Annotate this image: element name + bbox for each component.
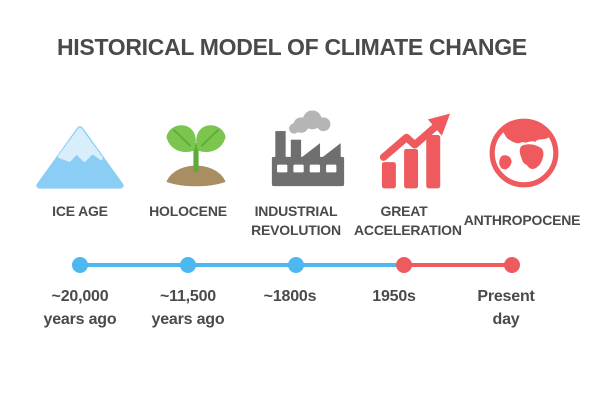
timeline-date-11500-years-ago: ~11,500 years ago xyxy=(151,288,225,329)
timeline-segment-red xyxy=(404,263,512,267)
timeline-date-1950s: 1950s xyxy=(372,288,416,305)
sprout-icon xyxy=(146,105,246,190)
mountain-icon xyxy=(30,105,130,190)
stage-label-ice-age: ICE AGE xyxy=(52,203,108,219)
factory-icon xyxy=(258,105,358,190)
stage-great-acceleration: GREAT ACCELERATION xyxy=(354,105,462,240)
stage-label-holocene: HOLOCENE xyxy=(149,203,227,219)
timeline-dot-present xyxy=(504,257,520,273)
stage-ice-age: ICE AGE xyxy=(30,105,130,221)
stage-anthropocene: ANTHROPOCENE xyxy=(442,105,582,230)
timeline-dot-industrial xyxy=(288,257,304,273)
timeline-dot-holocene xyxy=(180,257,196,273)
stage-industrial-revolution: INDUSTRIAL REVOLUTION xyxy=(246,105,346,240)
growth-chart-icon xyxy=(366,105,466,190)
timeline-dot-ice-age xyxy=(72,257,88,273)
timeline-dot-1950s xyxy=(396,257,412,273)
stage-label-anthropocene: ANTHROPOCENE xyxy=(463,212,581,228)
stage-holocene: HOLOCENE xyxy=(138,105,238,221)
timeline-date-present-day: Present day xyxy=(477,288,535,329)
page-title: HISTORICAL MODEL OF CLIMATE CHANGE xyxy=(57,34,527,60)
globe-icon xyxy=(454,105,594,190)
stage-label-great-acceleration: GREAT ACCELERATION xyxy=(354,203,462,238)
stage-label-industrial-revolution: INDUSTRIAL REVOLUTION xyxy=(251,203,341,238)
timeline-date-20000-years-ago: ~20,000 years ago xyxy=(43,288,117,329)
timeline-date-1800s: ~1800s xyxy=(263,288,317,305)
timeline-segment-blue xyxy=(80,263,404,267)
